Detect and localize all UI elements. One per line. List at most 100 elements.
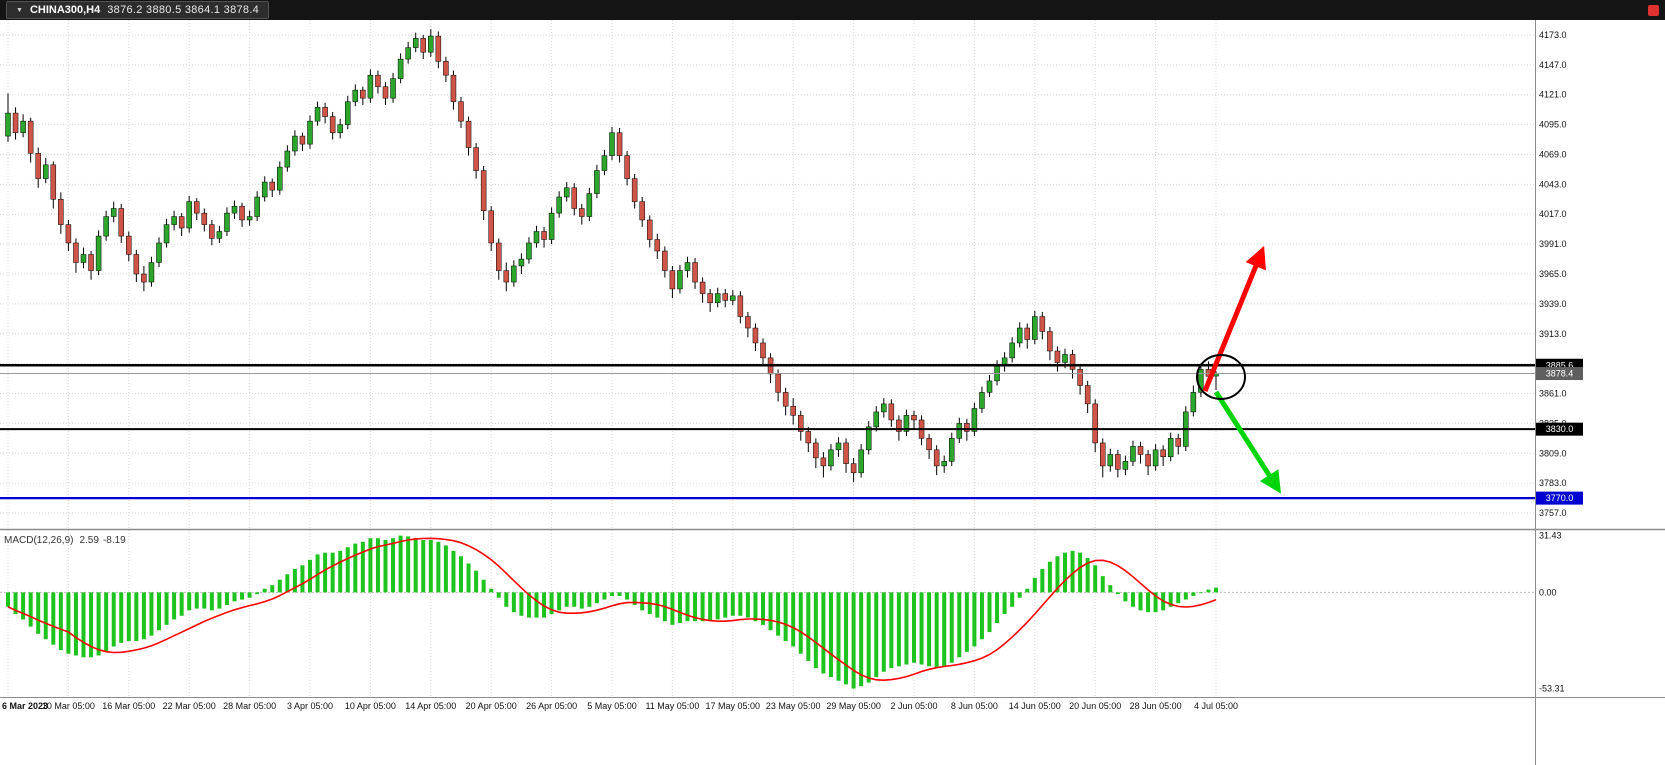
price-tag-label: 3830.0 (1546, 424, 1574, 434)
macd-histogram-bar (164, 592, 169, 625)
up-trend-arrow[interactable] (1202, 245, 1266, 392)
time-axis-label: 22 Mar 05:00 (163, 701, 216, 711)
time-axis-label: 4 Jul 05:00 (1194, 701, 1238, 711)
bearish-candle (1137, 446, 1144, 455)
macd-histogram-bar (904, 592, 909, 665)
bearish-candle (775, 373, 781, 393)
bearish-candle (752, 327, 759, 344)
macd-histogram-bar (632, 592, 637, 605)
macd-histogram-bar (292, 568, 297, 593)
bearish-candle (126, 235, 132, 255)
macd-histogram-bar (798, 592, 803, 654)
macd-histogram-bar (338, 550, 343, 593)
bearish-candle (911, 415, 917, 421)
macd-histogram-bar (421, 540, 426, 593)
record-icon[interactable] (1648, 4, 1659, 16)
bearish-candle (813, 442, 819, 459)
bearish-candle (420, 38, 426, 53)
macd-histogram-bar (443, 545, 448, 593)
macd-histogram-bar (685, 592, 690, 622)
bearish-candle (443, 61, 449, 76)
macd-histogram-bar (428, 540, 433, 593)
bearish-candle (1084, 385, 1091, 405)
bullish-candle (307, 120, 313, 145)
macd-histogram-bar (526, 592, 531, 618)
macd-histogram-bar (594, 592, 599, 604)
macd-axis-label: 0.00 (1539, 587, 1557, 597)
bullish-candle (254, 196, 260, 217)
time-axis-label: 20 Jun 05:00 (1069, 701, 1121, 711)
macd-histogram-bar (972, 592, 977, 647)
bullish-candle (979, 392, 985, 409)
chevron-down-icon: ▼ (16, 6, 23, 14)
bearish-candle (178, 216, 185, 229)
down-trend-arrow[interactable] (1213, 390, 1281, 494)
macd-histogram-bar (194, 592, 199, 609)
time-axis-label: 14 Jun 05:00 (1009, 701, 1061, 711)
bullish-candle (858, 449, 864, 474)
macd-histogram-bar (844, 592, 849, 685)
bullish-candle (1122, 461, 1129, 470)
macd-histogram-bar (617, 592, 622, 596)
macd-histogram-bar (715, 592, 720, 620)
macd-histogram-bar (1040, 568, 1045, 593)
bullish-candle (216, 231, 223, 239)
macd-histogram-bar (896, 592, 901, 667)
macd-histogram-bar (677, 592, 682, 624)
macd-histogram-bar (406, 536, 411, 593)
symbol-tab[interactable]: ▼ CHINA300,H4 3876.2 3880.5 3864.1 3878.… (6, 1, 270, 19)
macd-histogram-bar (104, 592, 109, 652)
bearish-candle (616, 132, 623, 156)
highlight-circle[interactable] (1196, 354, 1246, 400)
price-axis-label: 3783.0 (1539, 478, 1567, 488)
macd-histogram-bar (330, 552, 335, 593)
time-axis-label: 2 Jun 05:00 (890, 701, 937, 711)
macd-histogram-bar (202, 592, 207, 609)
bearish-candle (322, 107, 328, 117)
bearish-candle (194, 201, 200, 214)
macd-histogram-bar (217, 592, 222, 609)
bearish-candle (745, 316, 751, 329)
bullish-candle (548, 212, 555, 240)
macd-histogram-bar (474, 570, 479, 593)
macd-histogram-bar (1047, 561, 1052, 593)
macd-histogram-bar (1138, 592, 1143, 611)
macd-histogram-bar (1191, 592, 1196, 596)
bearish-candle (201, 212, 208, 225)
macd-histogram-bar (821, 592, 826, 674)
bullish-candle (677, 270, 683, 290)
bullish-candle (390, 78, 396, 99)
bullish-candle (314, 107, 321, 122)
bullish-candle (171, 216, 177, 225)
macd-histogram-bar (300, 565, 305, 593)
macd-histogram-bar (957, 592, 962, 658)
macd-histogram-bar (58, 592, 63, 651)
macd-histogram-bar (519, 592, 524, 616)
bearish-candle (480, 170, 487, 212)
bearish-candle (896, 419, 902, 432)
bearish-candle (790, 405, 796, 416)
time-axis-label: 20 Apr 05:00 (466, 701, 517, 711)
macd-histogram-bar (564, 592, 569, 607)
bearish-candle (820, 457, 827, 467)
macd-histogram-bar (836, 592, 841, 681)
bullish-candle (526, 242, 532, 260)
bearish-candle (450, 74, 457, 102)
bearish-candle (707, 293, 713, 303)
bearish-candle (737, 295, 744, 317)
macd-histogram-bar (413, 538, 418, 593)
bearish-candle (1039, 316, 1046, 332)
bearish-candle (58, 199, 64, 225)
bearish-candle (647, 219, 653, 240)
bearish-candle (1160, 449, 1166, 457)
macd-histogram-bar (1115, 592, 1120, 595)
macd-histogram-bar (1130, 592, 1135, 607)
price-tag-label: 3885.6 (1546, 360, 1574, 370)
bullish-candle (1016, 327, 1023, 344)
macd-histogram-bar (172, 592, 177, 620)
macd-histogram-bar (451, 550, 456, 593)
bearish-candle (669, 270, 676, 290)
macd-histogram-bar (459, 556, 463, 593)
macd-histogram-bar (277, 579, 282, 593)
